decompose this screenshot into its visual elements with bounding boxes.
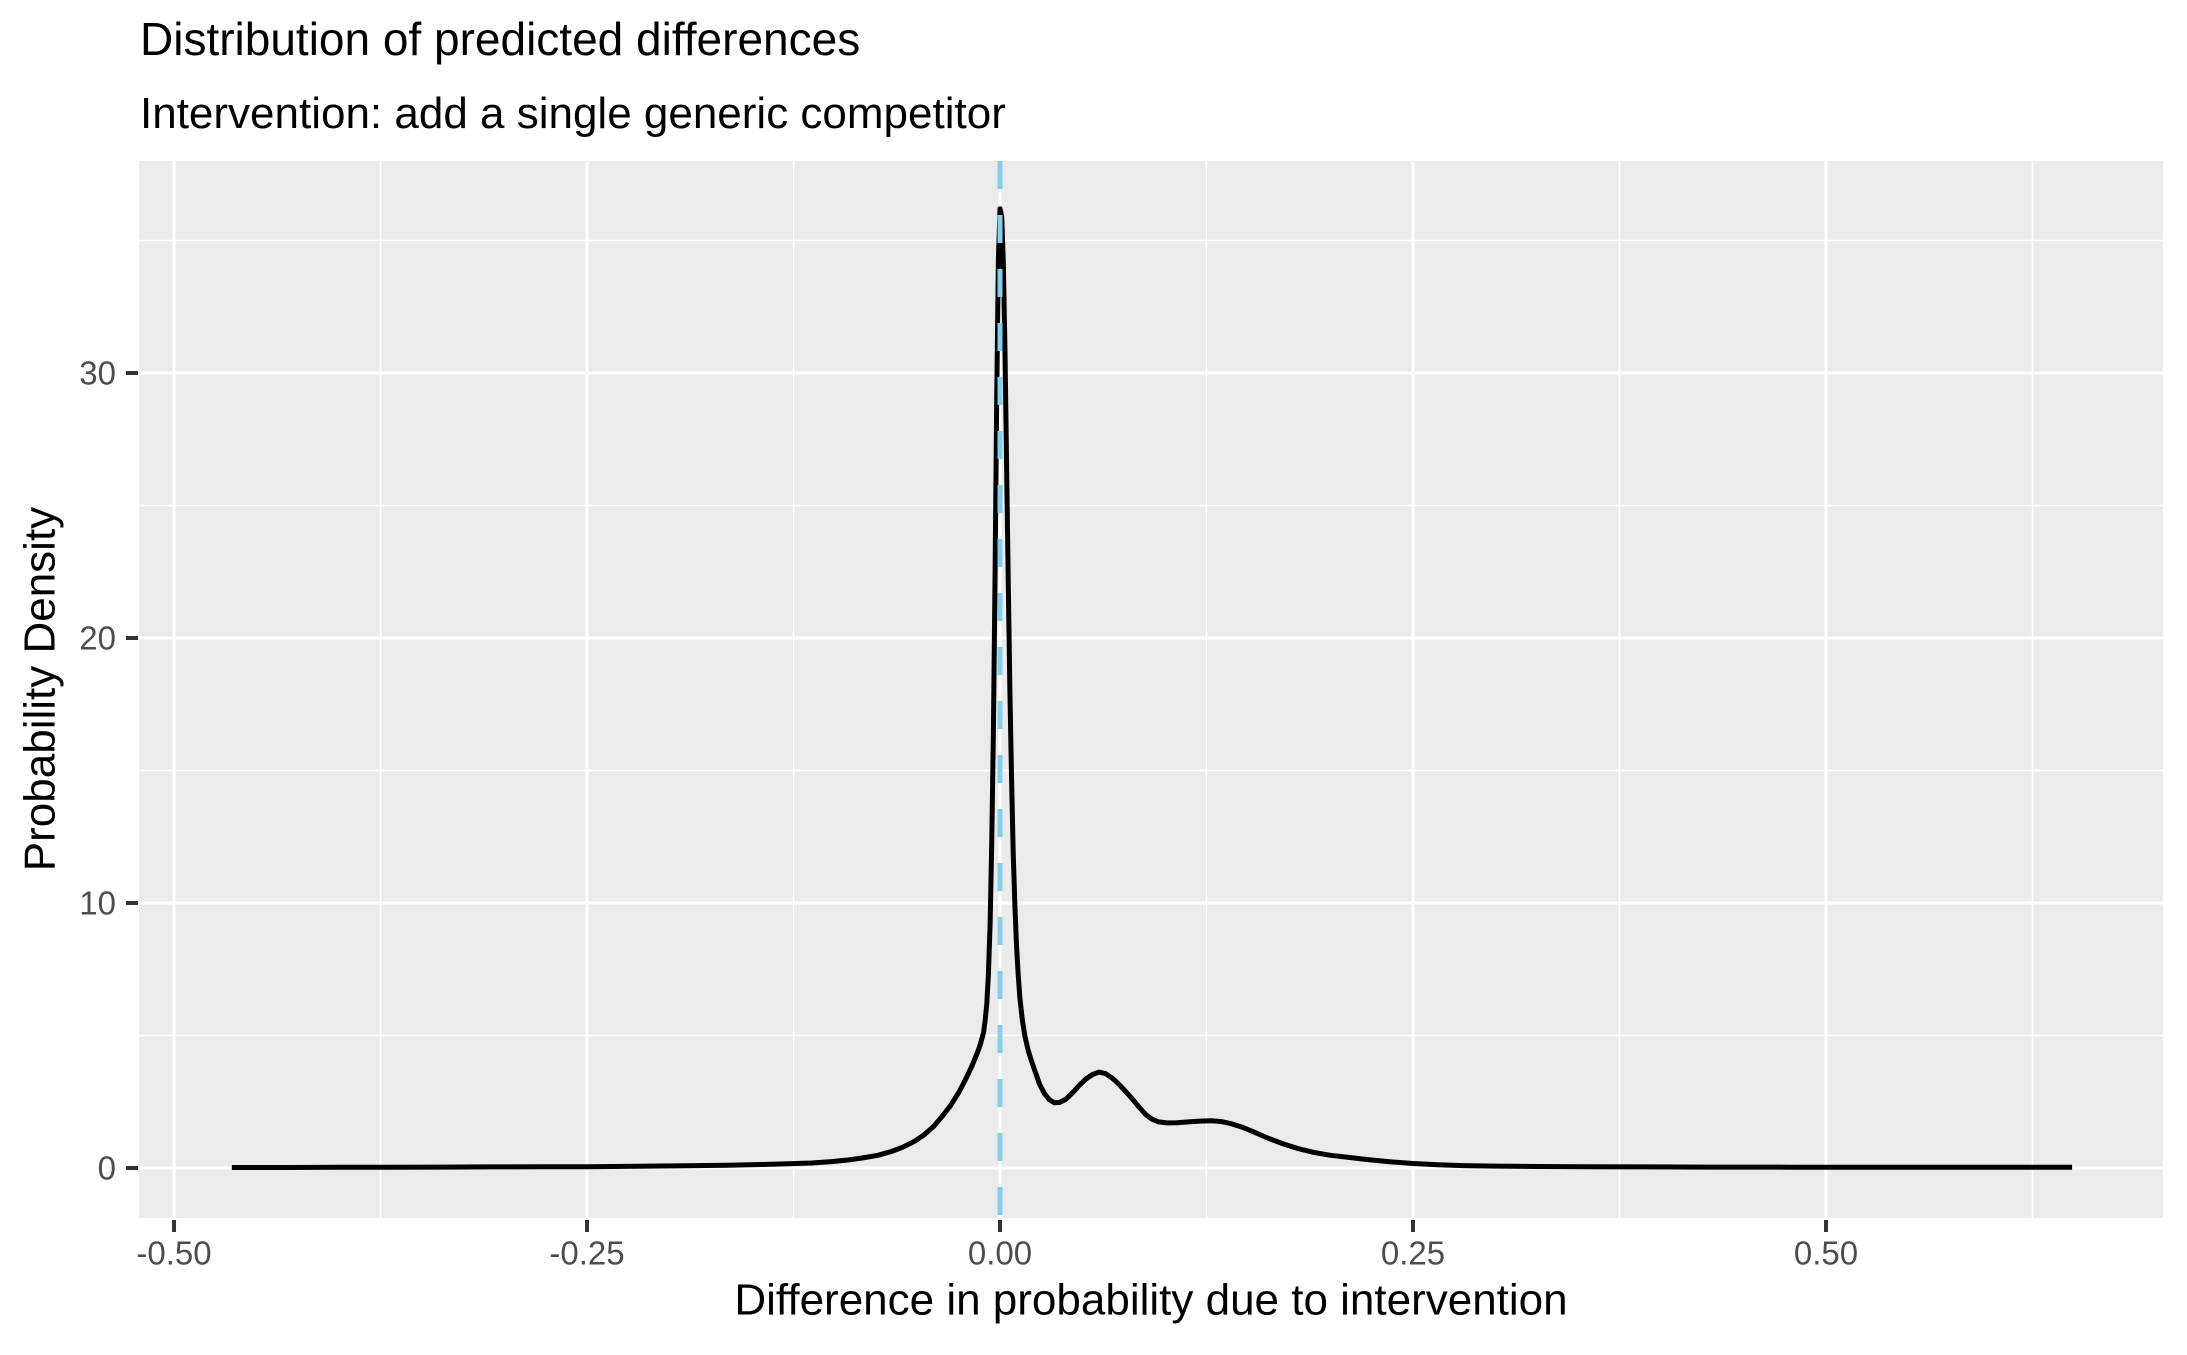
x-tick-label: 0.50	[1794, 1235, 1858, 1272]
y-tick-label: 20	[79, 619, 116, 656]
x-tick-label: 0.25	[1381, 1235, 1445, 1272]
plot-title: Distribution of predicted differences	[140, 13, 860, 65]
y-axis-title: Probability Density	[16, 507, 65, 871]
x-tick-label: -0.50	[136, 1235, 211, 1272]
panel-background	[139, 161, 2163, 1218]
y-tick-label: 30	[79, 354, 116, 391]
x-tick-label: 0.00	[968, 1235, 1032, 1272]
plot-subtitle: Intervention: add a single generic compe…	[140, 89, 1006, 138]
density-curve	[231, 206, 2073, 1170]
y-tick-label: 0	[98, 1149, 116, 1186]
x-axis-title: Difference in probability due to interve…	[734, 1276, 1567, 1325]
y-tick-label: 10	[79, 884, 116, 921]
x-tick-label: -0.25	[549, 1235, 624, 1272]
axis-tick-labels: -0.50 -0.25 0.00 0.25 0.50 0 10 20 30	[79, 354, 1858, 1271]
axis-ticks	[126, 370, 1828, 1232]
